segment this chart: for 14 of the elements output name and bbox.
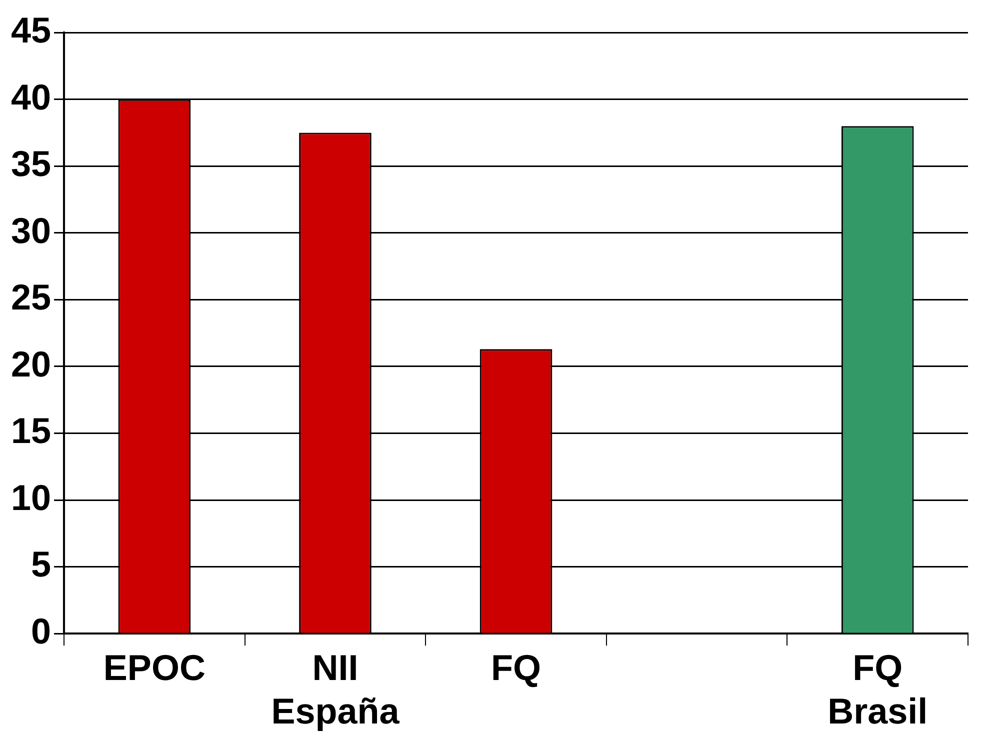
x-tick-label: EPOC	[103, 647, 206, 688]
x-tick-label: NII España	[271, 647, 400, 732]
y-tick-label: 20	[10, 343, 52, 384]
y-tick-label: 5	[31, 544, 52, 585]
y-tick-label: 45	[10, 10, 52, 51]
y-tick-label: 40	[10, 76, 52, 118]
y-tick-label: 30	[10, 210, 52, 251]
x-tick-label: FQ	[491, 647, 542, 688]
y-tick-label: 25	[10, 276, 52, 318]
y-tick-label: 35	[10, 143, 52, 184]
y-tick-label: 10	[10, 476, 52, 518]
x-tick-label: FQ Brasil	[828, 647, 928, 732]
y-tick-label: 0	[31, 610, 52, 652]
y-tick-label: 15	[10, 410, 52, 452]
